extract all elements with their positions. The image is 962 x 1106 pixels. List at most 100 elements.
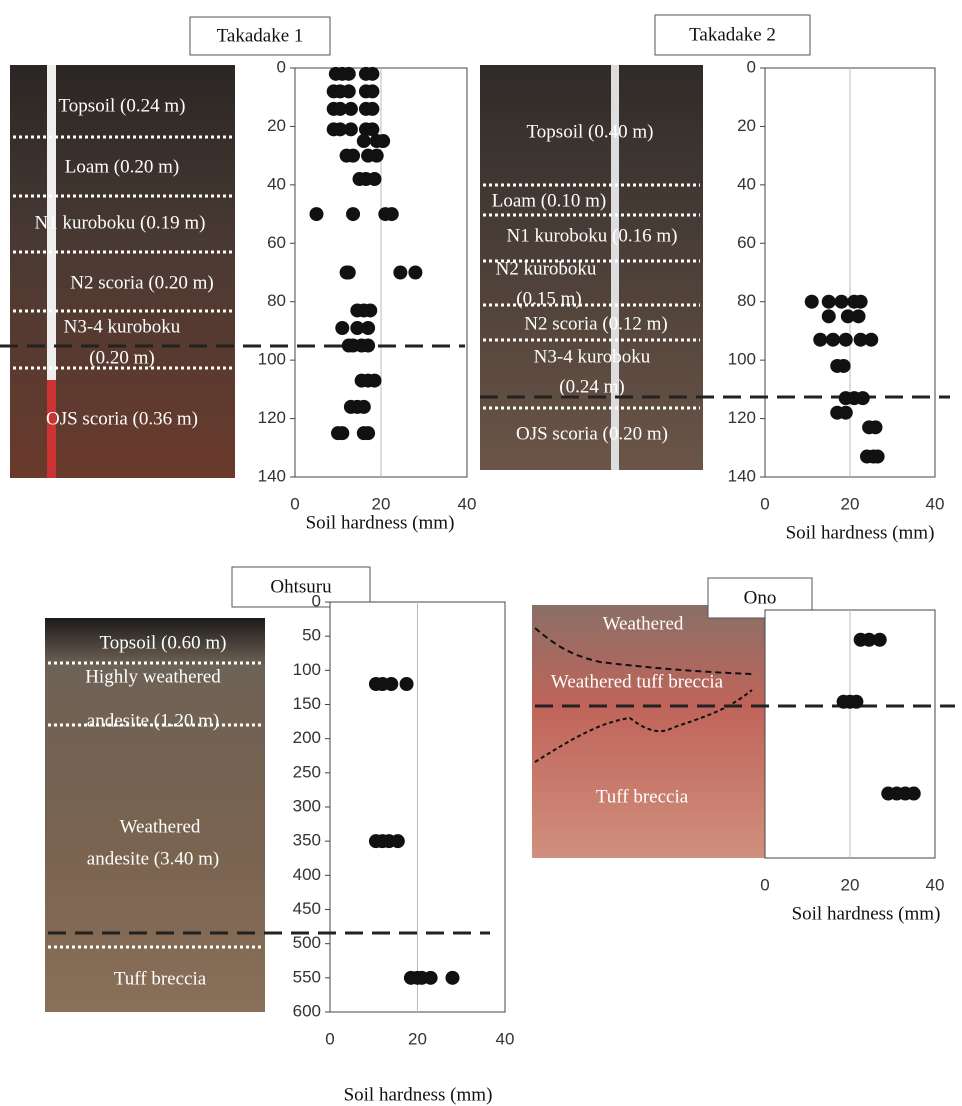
y-tick-label: 120 <box>258 408 286 427</box>
data-point <box>822 295 836 309</box>
y-tick-label: 140 <box>728 466 756 485</box>
y-tick-label: 150 <box>293 694 321 713</box>
data-point <box>368 374 382 388</box>
y-tick-label: 120 <box>728 408 756 427</box>
y-tick-label: 550 <box>293 967 321 986</box>
x-axis-label: Soil hardness (mm) <box>344 1084 493 1105</box>
y-tick-label: 450 <box>293 899 321 918</box>
photo-label: Weathered <box>120 816 201 837</box>
data-point <box>384 677 398 691</box>
chart-title: Ono <box>744 587 777 608</box>
data-point <box>826 333 840 347</box>
x-tick-label: 0 <box>760 875 769 894</box>
y-tick-label: 20 <box>267 116 286 135</box>
photo-label: N1 kuroboku (0.16 m) <box>507 225 678 246</box>
data-point <box>805 295 819 309</box>
photo <box>532 605 765 858</box>
chart-title: Ohtsuru <box>270 576 332 597</box>
data-point <box>854 295 868 309</box>
x-tick-label: 20 <box>841 875 860 894</box>
data-point <box>839 333 853 347</box>
photo-label: andesite (1.20 m) <box>87 710 219 731</box>
photo-label: OJS scoria (0.36 m) <box>46 408 198 429</box>
y-tick-label: 40 <box>737 174 756 193</box>
x-tick-label: 20 <box>372 494 391 513</box>
y-tick-label: 60 <box>267 233 286 252</box>
photo-label: andesite (3.40 m) <box>87 848 219 869</box>
data-point <box>864 333 878 347</box>
data-point <box>346 207 360 221</box>
data-point <box>361 321 375 335</box>
photo-label: Loam (0.10 m) <box>492 190 607 211</box>
data-point <box>852 309 866 323</box>
y-tick-label: 50 <box>302 626 321 645</box>
x-tick-label: 40 <box>926 875 945 894</box>
photo-label: N2 kuroboku <box>496 258 597 279</box>
data-point <box>393 266 407 280</box>
data-point <box>871 450 885 464</box>
photo-label: Tuff breccia <box>114 968 207 989</box>
y-tick-label: 0 <box>277 57 286 76</box>
data-point <box>849 695 863 709</box>
data-point <box>368 172 382 186</box>
data-point <box>856 391 870 405</box>
data-point <box>424 971 438 985</box>
y-tick-label: 350 <box>293 831 321 850</box>
y-tick-label: 200 <box>293 728 321 747</box>
x-tick-label: 0 <box>290 494 299 513</box>
data-point <box>391 834 405 848</box>
data-point <box>310 207 324 221</box>
photo-label: Weathered tuff breccia <box>551 671 724 692</box>
data-point <box>837 359 851 373</box>
data-point <box>335 426 349 440</box>
y-tick-label: 60 <box>737 233 756 252</box>
data-point <box>361 426 375 440</box>
data-point <box>835 295 849 309</box>
y-tick-label: 0 <box>312 591 321 610</box>
data-point <box>342 67 356 81</box>
x-axis-label: Soil hardness (mm) <box>786 522 935 543</box>
data-point <box>822 309 836 323</box>
data-point <box>873 633 887 647</box>
photo-label: Highly weathered <box>85 666 221 687</box>
data-point <box>361 339 375 353</box>
photo-label: (0.15 m) <box>516 288 581 309</box>
chart-title: Takadake 2 <box>689 24 776 45</box>
photo-label: N2 scoria (0.20 m) <box>70 272 214 293</box>
data-point <box>357 400 371 414</box>
data-point <box>357 134 371 148</box>
x-tick-label: 20 <box>408 1029 427 1048</box>
x-tick-label: 20 <box>841 494 860 513</box>
photo-label: Topsoil (0.60 m) <box>100 632 227 653</box>
data-point <box>385 207 399 221</box>
data-point <box>342 266 356 280</box>
data-point <box>408 266 422 280</box>
photo-label: (0.20 m) <box>89 347 154 368</box>
data-point <box>365 102 379 116</box>
photo-label: OJS scoria (0.20 m) <box>516 423 668 444</box>
data-point <box>400 677 414 691</box>
y-tick-label: 250 <box>293 762 321 781</box>
data-point <box>363 303 377 317</box>
y-tick-label: 300 <box>293 796 321 815</box>
x-tick-label: 40 <box>496 1029 515 1048</box>
y-tick-label: 100 <box>728 350 756 369</box>
figure: Topsoil (0.24 m)Loam (0.20 m)N1 kuroboku… <box>0 0 962 1106</box>
photo-label: Weathered <box>603 613 684 634</box>
y-tick-label: 80 <box>737 291 756 310</box>
data-point <box>346 149 360 163</box>
photo-label: Loam (0.20 m) <box>65 156 180 177</box>
data-point <box>344 122 358 136</box>
chart-title: Takadake 1 <box>217 25 304 46</box>
photo-label: Topsoil (0.40 m) <box>527 121 654 142</box>
y-tick-label: 600 <box>293 1001 321 1020</box>
y-tick-label: 40 <box>267 174 286 193</box>
data-point <box>869 420 883 434</box>
y-tick-label: 500 <box>293 933 321 952</box>
y-tick-label: 0 <box>747 57 756 76</box>
data-point <box>839 406 853 420</box>
photo-label: N2 scoria (0.12 m) <box>524 313 668 334</box>
x-tick-label: 40 <box>458 494 477 513</box>
x-axis-label: Soil hardness (mm) <box>792 903 941 924</box>
data-point <box>813 333 827 347</box>
